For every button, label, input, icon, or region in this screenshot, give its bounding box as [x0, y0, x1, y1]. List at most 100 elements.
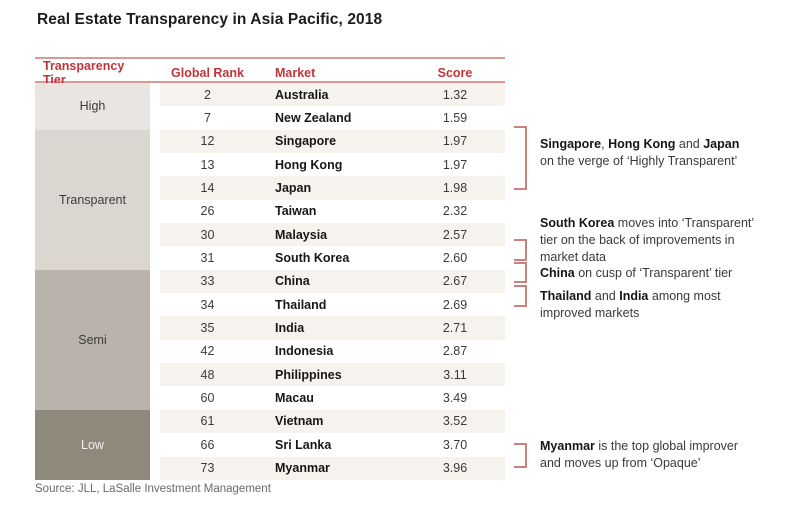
bracket-china — [514, 262, 527, 283]
table-row: 13 Hong Kong 1.97 — [160, 153, 505, 176]
bracket-singapore-hongkong-japan — [514, 126, 527, 190]
table-row: 35 India 2.71 — [160, 316, 505, 340]
score-cell: 3.52 — [442, 414, 468, 429]
table-body: High Transparent Semi Low 2 Australia 1.32 7 Ne… — [35, 83, 505, 480]
table-row: 60 Macau 3.49 — [160, 386, 505, 409]
rank-cell: 31 — [200, 251, 215, 266]
rank-cell: 66 — [200, 437, 215, 452]
rank-cell: 12 — [200, 134, 215, 149]
bracket-south-korea — [514, 239, 527, 261]
annotation-china: China on cusp of ‘Transparent’ tier — [540, 265, 785, 282]
score-cell: 3.11 — [443, 367, 467, 382]
annotation-line: Thailand and India among most — [540, 289, 721, 303]
market-cell: Indonesia — [275, 344, 334, 359]
score-cell: 2.32 — [442, 204, 468, 219]
score-cell: 2.71 — [442, 321, 468, 336]
rank-cell: 7 — [204, 111, 211, 126]
table-header-row: Transparency Tier Global Rank Market Sco… — [35, 59, 505, 87]
market-cell: Macau — [275, 391, 314, 406]
rank-cell: 34 — [200, 297, 215, 312]
rank-cell: 33 — [200, 274, 215, 289]
market-cell: New Zealand — [275, 111, 352, 126]
table-row: 12 Singapore 1.97 — [160, 129, 505, 154]
table-row: 30 Malaysia 2.57 — [160, 223, 505, 247]
tier-block-semi: Semi — [35, 269, 150, 410]
bracket-myanmar — [514, 443, 527, 468]
source-note: Source: JLL, LaSalle Investment Manageme… — [35, 483, 271, 495]
market-cell: Vietnam — [275, 414, 324, 429]
score-cell: 2.60 — [442, 251, 468, 266]
tier-label: Low — [81, 437, 104, 452]
rank-cell: 60 — [200, 391, 215, 406]
rank-cell: 35 — [200, 321, 215, 336]
table-row: 14 Japan 1.98 — [160, 176, 505, 200]
market-cell: Taiwan — [275, 204, 317, 219]
table-row: 66 Sri Lanka 3.70 — [160, 433, 505, 456]
score-cell: 3.70 — [442, 437, 468, 452]
score-cell: 2.87 — [442, 344, 468, 359]
annotation-line: South Korea moves into ‘Transparent’ — [540, 216, 755, 230]
score-cell: 3.96 — [442, 461, 468, 476]
annotation-singapore-hongkong-japan: Singapore, Hong Kong and Japan on the ver… — [540, 136, 785, 170]
market-cell: Hong Kong — [275, 157, 343, 172]
annotation-thailand-india: Thailand and India among most improved ma… — [540, 288, 785, 322]
table-row: 42 Indonesia 2.87 — [160, 340, 505, 363]
annotation-myanmar: Myanmar is the top global improver and mo… — [540, 438, 785, 472]
table-row: 7 New Zealand 1.59 — [160, 106, 505, 129]
table-row: 48 Philippines 3.11 — [160, 363, 505, 387]
header-market: Market — [275, 66, 316, 80]
page-title: Real Estate Transparency in Asia Pacific… — [37, 11, 383, 28]
tier-block-high: High — [35, 83, 150, 130]
column-gap — [150, 83, 160, 480]
annotation-south-korea: South Korea moves into ‘Transparent’ tier… — [540, 215, 785, 266]
score-cell: 1.97 — [442, 157, 468, 172]
score-cell: 1.59 — [442, 111, 468, 126]
score-cell: 2.57 — [442, 227, 468, 242]
tier-block-low: Low — [35, 409, 150, 480]
market-cell: Australia — [275, 87, 329, 102]
tier-label: High — [79, 99, 106, 114]
market-cell: India — [275, 321, 305, 336]
table-header-rule — [35, 81, 505, 83]
annotation-line: Singapore, Hong Kong and Japan — [540, 137, 740, 151]
market-cell: China — [275, 274, 310, 289]
market-cell: South Korea — [275, 251, 350, 266]
annotation-line: and moves up from ‘Opaque’ — [540, 456, 701, 470]
market-cell: Thailand — [275, 297, 327, 312]
tier-label: Semi — [78, 332, 107, 347]
table-top-rule — [35, 57, 505, 59]
score-cell: 1.32 — [442, 87, 468, 102]
annotation-line: China on cusp of ‘Transparent’ tier — [540, 266, 733, 280]
market-cell: Sri Lanka — [275, 437, 332, 452]
rank-cell: 48 — [200, 367, 215, 382]
rank-cell: 14 — [200, 181, 215, 196]
market-cell: Myanmar — [275, 461, 330, 476]
table-row: 2 Australia 1.32 — [160, 83, 505, 107]
transparency-table: Transparency Tier Global Rank Market Sco… — [35, 57, 505, 480]
score-cell: 1.98 — [442, 181, 468, 196]
market-cell: Malaysia — [275, 227, 328, 242]
tier-column: High Transparent Semi Low — [35, 83, 150, 480]
rank-cell: 73 — [200, 461, 215, 476]
table-row: 34 Thailand 2.69 — [160, 293, 505, 316]
table-row: 31 South Korea 2.60 — [160, 246, 505, 269]
market-cell: Singapore — [275, 134, 337, 149]
tier-block-transparent: Transparent — [35, 129, 150, 270]
annotation-line: on the verge of ‘Highly Transparent’ — [540, 154, 738, 168]
market-cell: Japan — [275, 181, 312, 196]
score-cell: 1.97 — [442, 134, 468, 149]
table-row: 33 China 2.67 — [160, 269, 505, 294]
table-row: 73 Myanmar 3.96 — [160, 456, 505, 480]
rank-cell: 26 — [200, 204, 215, 219]
rank-cell: 42 — [200, 344, 215, 359]
annotation-line: tier on the back of improvements in — [540, 233, 735, 247]
rank-cell: 61 — [200, 414, 215, 429]
annotation-line: Myanmar is the top global improver — [540, 439, 739, 453]
table-row: 26 Taiwan 2.32 — [160, 200, 505, 223]
rank-cell: 30 — [200, 227, 215, 242]
table-rows: 2 Australia 1.32 7 New Zealand 1.59 12 Singapor… — [160, 83, 505, 480]
bracket-thailand-india — [514, 285, 527, 307]
tier-label: Transparent — [59, 192, 126, 207]
annotation-line: market data — [540, 250, 607, 264]
market-cell: Philippines — [275, 367, 342, 382]
